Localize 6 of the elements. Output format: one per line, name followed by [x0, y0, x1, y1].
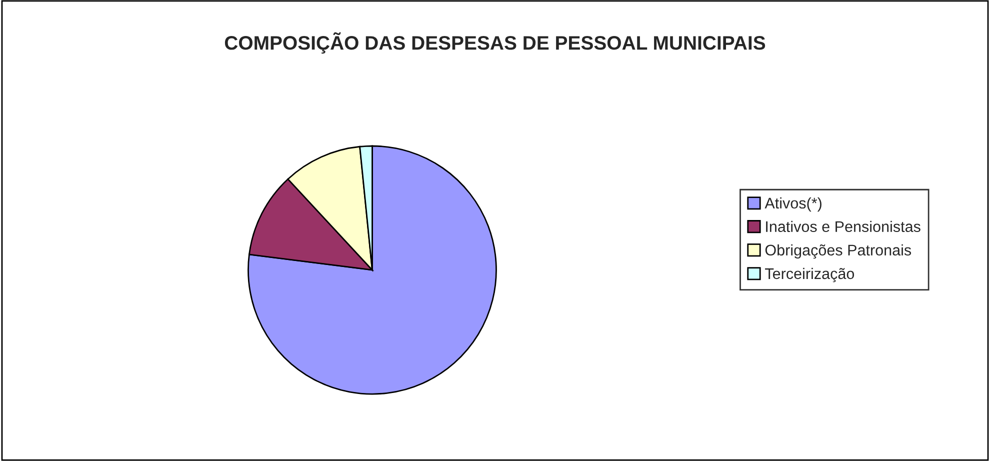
- pie-slice: [248, 145, 497, 395]
- legend-label: Ativos(*): [764, 197, 822, 212]
- legend-label: Inativos e Pensionistas: [766, 220, 920, 232]
- legend-label: Terceirização: [765, 268, 854, 282]
- chart-title: COMPOSIÇÃO DAS DESPESAS DE PESSOAL MUNICIPAIS: [224, 32, 766, 54]
- legend-label: Obrigações Patronais: [765, 244, 912, 259]
